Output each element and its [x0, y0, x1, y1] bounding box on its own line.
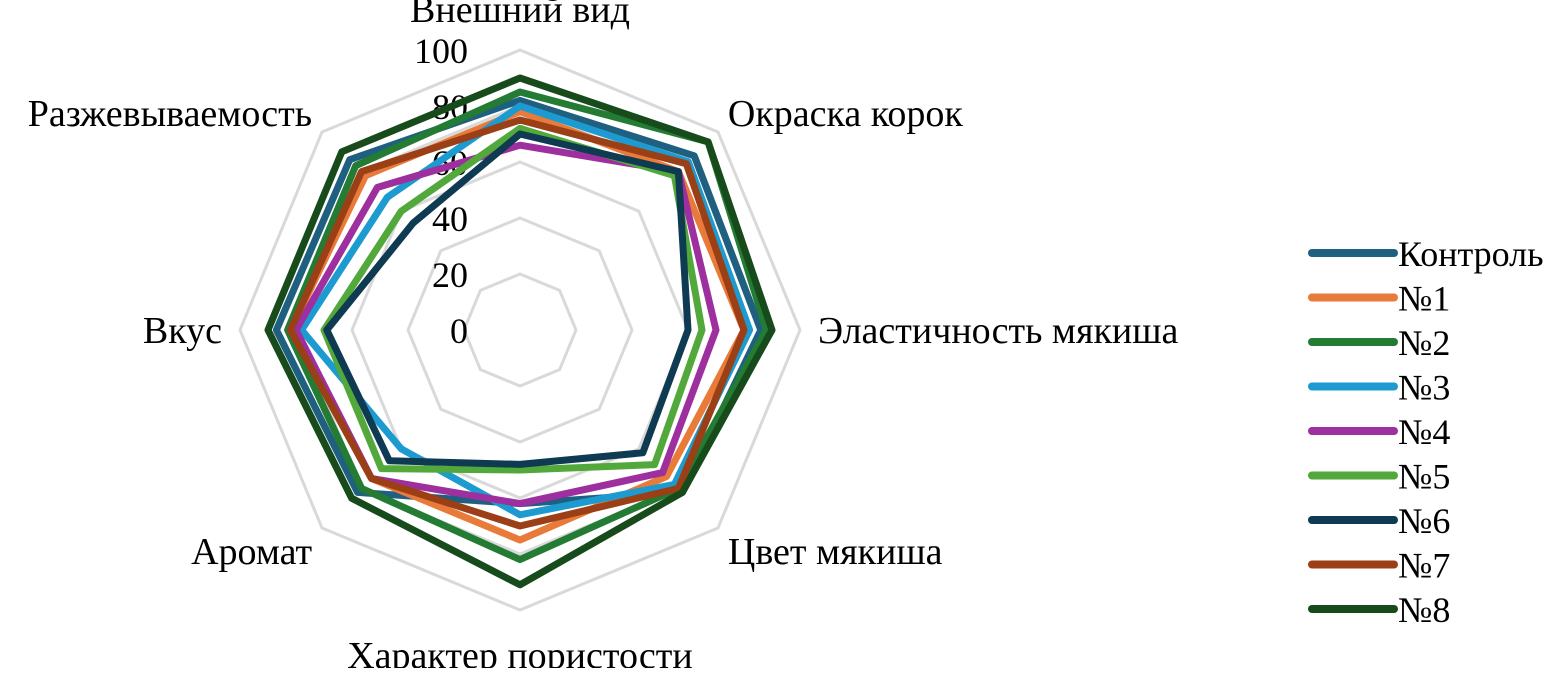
- grid-ring-60: [350, 160, 690, 500]
- axis-label: Характер пористости: [347, 635, 693, 668]
- axis-labels: Внешний вид Окраска корок Эластичность мяк…: [28, 0, 1179, 673]
- legend-label: №4: [1398, 412, 1450, 452]
- tick-label: 100: [414, 31, 468, 71]
- series-lines: [264, 74, 776, 589]
- legend-item: №4: [1308, 412, 1450, 452]
- axis-label: Цвет мякиша: [728, 531, 943, 573]
- legend-item: №7: [1308, 546, 1450, 586]
- legend-label: №5: [1398, 457, 1450, 497]
- legend-label: №8: [1398, 590, 1450, 630]
- legend-item: №5: [1308, 457, 1450, 497]
- series-line-sample-6: [323, 130, 692, 468]
- legend-item: №3: [1308, 368, 1450, 408]
- series-line-sample-7: [286, 116, 748, 530]
- axis-label: Эластичность мякиша: [818, 310, 1179, 352]
- legend-label: №3: [1398, 368, 1450, 408]
- axis-label: Разжевываемость: [28, 93, 312, 135]
- legend-item: №1: [1308, 279, 1450, 319]
- legend-label: №2: [1398, 323, 1450, 363]
- legend-item: Контроль: [1308, 234, 1544, 274]
- legend-label: №6: [1398, 501, 1450, 541]
- axis-label: Внешний вид: [410, 0, 630, 31]
- legend-item: №8: [1308, 590, 1450, 630]
- series-line-sample-8: [264, 74, 776, 589]
- legend-label: №1: [1398, 279, 1450, 319]
- legend-item: №2: [1308, 323, 1450, 363]
- series-line-sample-4: [292, 141, 720, 508]
- series-line-sample-1: [286, 108, 748, 544]
- axis-label: Аромат: [191, 531, 312, 573]
- grid-ring-20: [462, 272, 578, 388]
- tick-label: 20: [432, 255, 468, 295]
- grid-ring-40: [406, 216, 634, 444]
- legend-label: Контроль: [1398, 234, 1544, 274]
- legend-item: №6: [1308, 501, 1450, 541]
- axis-label: Вкус: [143, 310, 222, 352]
- grid-ring-100: [238, 48, 802, 612]
- tick-label: 0: [450, 311, 468, 351]
- axis-label: Окраска корок: [728, 93, 963, 135]
- series-line-sample-5: [320, 124, 706, 474]
- legend-label: №7: [1398, 546, 1450, 586]
